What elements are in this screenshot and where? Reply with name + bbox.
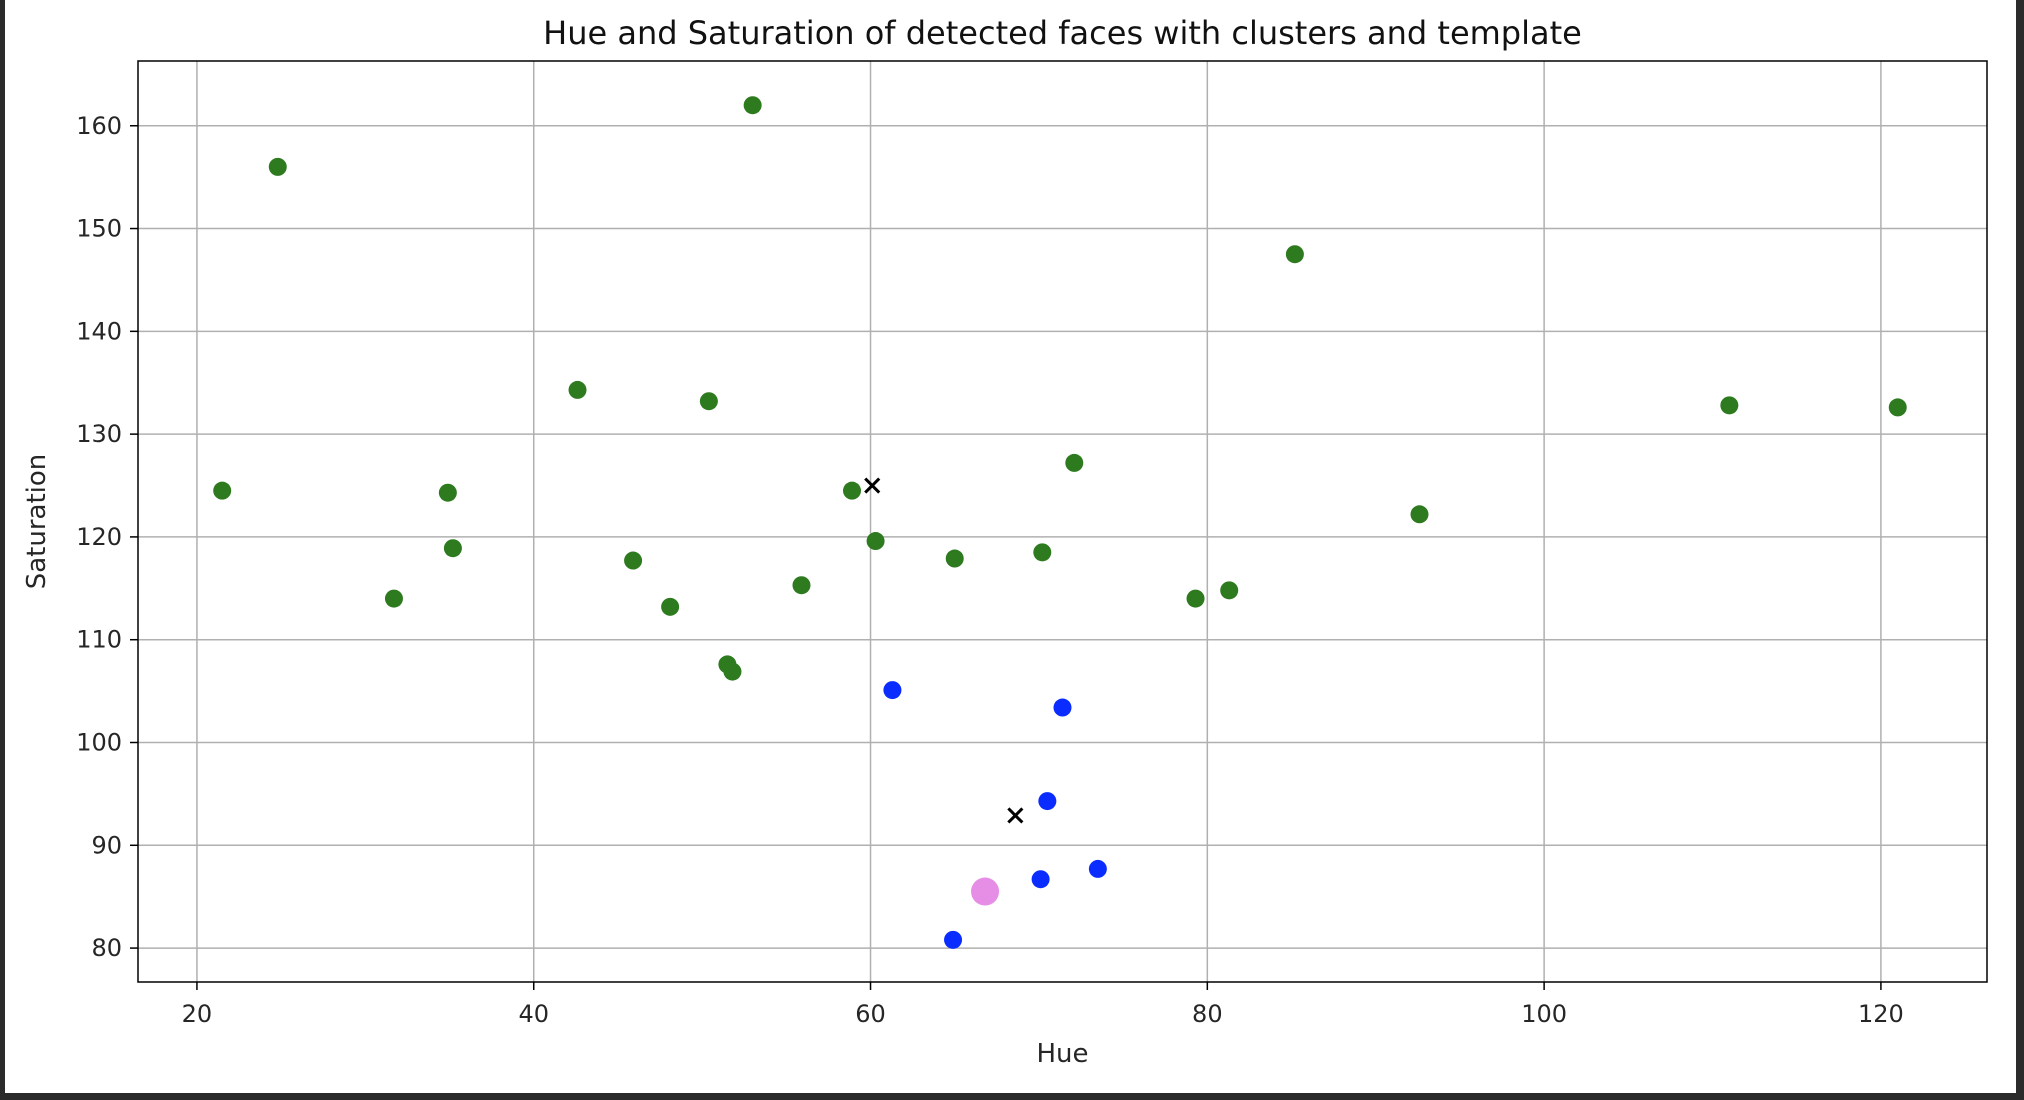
data-point bbox=[384, 589, 403, 608]
data-point bbox=[661, 597, 680, 616]
x-tick-label: 20 bbox=[182, 1000, 213, 1028]
data-point bbox=[1888, 398, 1907, 417]
y-tick-label: 100 bbox=[76, 728, 122, 756]
y-axis-title: Saturation bbox=[22, 454, 52, 590]
data-point bbox=[1220, 581, 1239, 600]
data-point bbox=[723, 662, 742, 681]
data-point bbox=[866, 532, 885, 551]
data-point bbox=[1285, 245, 1304, 264]
data-point bbox=[945, 549, 964, 568]
x-marker-stroke bbox=[1007, 807, 1024, 824]
data-point bbox=[792, 576, 811, 595]
data-point bbox=[843, 481, 862, 500]
cluster-center-marker bbox=[1007, 807, 1024, 824]
scatter-chart: 20 40 60 80 100 1208090100110120130140150160 … bbox=[22, 14, 1988, 1069]
data-points bbox=[213, 96, 1907, 949]
y-tick-label: 150 bbox=[76, 215, 122, 243]
data-point bbox=[1031, 870, 1050, 889]
data-point bbox=[1053, 698, 1072, 717]
cluster-center-marker bbox=[864, 477, 881, 494]
grid-lines bbox=[138, 61, 1987, 982]
y-tick-label: 140 bbox=[76, 317, 122, 345]
data-point bbox=[443, 539, 462, 558]
y-tick-label: 130 bbox=[76, 420, 122, 448]
axis-ticks: 20 40 60 80 100 120 80 90 100 110 120 130 140 150 160 bbox=[76, 112, 1904, 1028]
data-point bbox=[268, 157, 287, 176]
plot-area-frame bbox=[137, 60, 1988, 983]
data-point bbox=[1720, 396, 1739, 415]
y-tick-label: 80 bbox=[91, 934, 122, 962]
data-point bbox=[438, 483, 457, 502]
x-tick-label: 80 bbox=[1192, 1000, 1223, 1028]
data-point bbox=[1065, 453, 1084, 472]
data-point bbox=[568, 380, 587, 399]
data-point bbox=[1033, 543, 1052, 562]
x-tick-label: 60 bbox=[855, 1000, 886, 1028]
x-axis-title: Hue bbox=[1036, 1039, 1088, 1069]
data-point bbox=[743, 96, 762, 115]
y-tick-label: 110 bbox=[76, 626, 122, 654]
data-point bbox=[883, 681, 902, 700]
chart-figure: 20 40 60 80 100 120 80 90 100 110 120 130 140 150 160 … bbox=[5, 0, 2016, 1093]
y-tick-label: 160 bbox=[76, 112, 122, 140]
data-point bbox=[699, 392, 718, 411]
x-tick-label: 120 bbox=[1858, 1000, 1904, 1028]
data-point bbox=[624, 551, 643, 570]
template-point bbox=[971, 877, 1000, 906]
x-marker-stroke bbox=[864, 477, 881, 494]
data-point bbox=[1038, 792, 1057, 811]
data-point bbox=[1186, 589, 1205, 608]
x-tick-label: 40 bbox=[518, 1000, 549, 1028]
y-tick-label: 90 bbox=[91, 831, 122, 859]
x-tick-label: 100 bbox=[1521, 1000, 1567, 1028]
data-point bbox=[1088, 859, 1107, 878]
data-point bbox=[213, 481, 232, 500]
data-point bbox=[1410, 505, 1429, 524]
data-point bbox=[944, 930, 963, 949]
chart-title: Hue and Saturation of detected faces wit… bbox=[543, 14, 1582, 52]
y-tick-label: 120 bbox=[76, 523, 122, 551]
